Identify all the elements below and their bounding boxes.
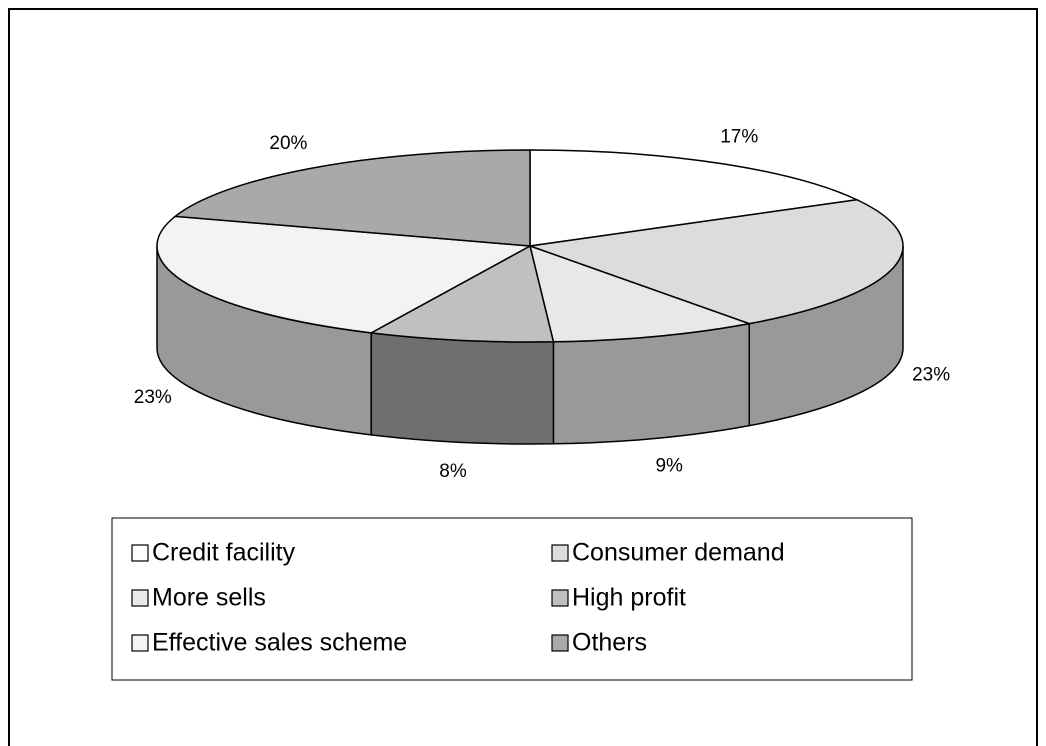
legend-label: Effective sales scheme (152, 629, 407, 657)
legend-swatch (131, 589, 149, 607)
data-label: 23% (912, 365, 950, 386)
legend-swatch (551, 544, 569, 562)
data-label: 17% (720, 127, 758, 148)
pie-slice (368, 244, 555, 343)
pie-slice (156, 215, 533, 334)
legend-label: Credit facility (152, 539, 296, 567)
legend-swatch (551, 589, 569, 607)
pie-slice (529, 149, 860, 247)
data-label: 9% (655, 456, 683, 477)
legend-label: More sells (152, 584, 266, 612)
legend-swatch (131, 544, 149, 562)
legend-label: Consumer demand (572, 539, 785, 567)
legend-box (111, 517, 913, 681)
pie-slice (173, 149, 531, 247)
legend-label: High profit (572, 584, 686, 612)
legend-label: Others (572, 629, 647, 657)
pie-slice (529, 198, 904, 325)
pie-slice (528, 244, 753, 343)
legend-swatch (551, 634, 569, 652)
chart-frame (8, 8, 1038, 746)
data-label: 20% (269, 133, 307, 154)
legend-swatch (131, 634, 149, 652)
data-label: 23% (134, 387, 172, 408)
pie-side (370, 332, 555, 445)
data-label: 8% (439, 461, 467, 482)
